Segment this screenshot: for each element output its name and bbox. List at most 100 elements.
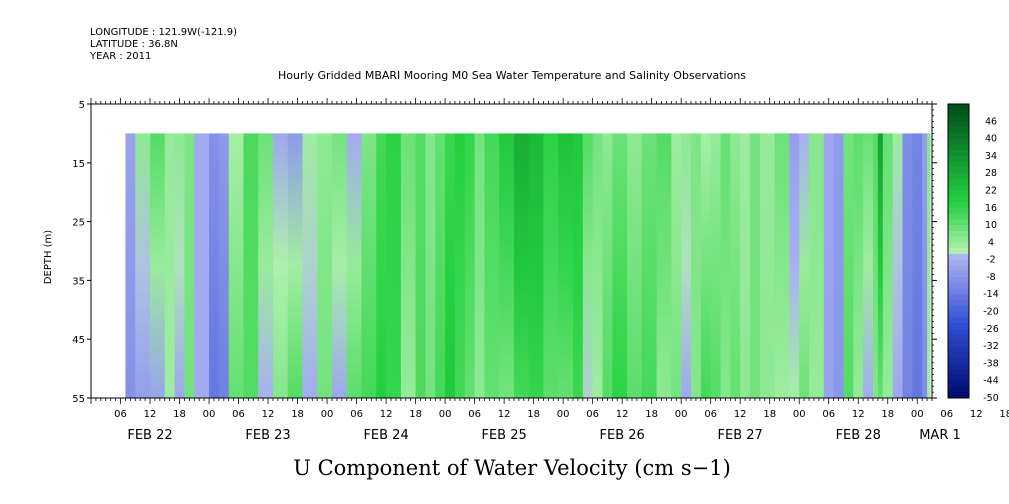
heatmap-cell bbox=[750, 133, 761, 398]
colorbar-label: 46 bbox=[985, 116, 997, 127]
heatmap-cell bbox=[435, 133, 446, 398]
colorbar-swatch bbox=[948, 127, 969, 134]
colorbar-swatch bbox=[948, 115, 969, 122]
heatmap-cell bbox=[700, 133, 712, 398]
x-hour-label: 00 bbox=[793, 409, 806, 420]
colorbar-label: -14 bbox=[983, 289, 999, 300]
heatmap-cell bbox=[877, 133, 884, 398]
colorbar-swatch bbox=[948, 230, 969, 237]
colorbar-swatch bbox=[948, 190, 969, 197]
colorbar-swatch bbox=[948, 138, 969, 145]
heatmap-cell bbox=[361, 133, 377, 398]
heatmap-cell bbox=[774, 133, 790, 398]
heatmap-cell bbox=[543, 133, 559, 398]
x-hour-label: 18 bbox=[173, 409, 186, 420]
colorbar-swatch bbox=[948, 196, 969, 203]
heatmap-cell bbox=[572, 133, 584, 398]
colorbar-swatch bbox=[948, 323, 969, 330]
longitude-label: LONGITUDE : 121.9W(-121.9) bbox=[90, 27, 237, 38]
x-hour-label: 18 bbox=[999, 409, 1009, 420]
y-axis-title: DEPTH (m) bbox=[43, 230, 54, 284]
heatmap-cell bbox=[853, 133, 864, 398]
heatmap-cell bbox=[641, 133, 658, 398]
colorbar-swatch bbox=[948, 167, 969, 174]
x-date-label: FEB 23 bbox=[245, 428, 290, 443]
heatmap-cell bbox=[425, 133, 436, 398]
colorbar-label: 4 bbox=[988, 237, 994, 248]
colorbar-label: -8 bbox=[986, 272, 995, 283]
colorbar-swatch bbox=[948, 369, 969, 376]
colorbar-swatch bbox=[948, 317, 969, 324]
heatmap-cell bbox=[710, 133, 722, 398]
x-hour-label: 06 bbox=[350, 409, 363, 420]
x-date-label: MAR 1 bbox=[919, 428, 961, 443]
heatmap-cell bbox=[902, 133, 913, 398]
colorbar-swatch bbox=[948, 351, 969, 359]
colorbar-swatch bbox=[948, 253, 969, 261]
x-axis: 06 12 18 00 06 12 18 00 06 12 18 00 06 12 18 00 06 12 18 00… bbox=[90, 98, 1009, 443]
x-hour-label: 00 bbox=[203, 409, 216, 420]
heatmap-cell bbox=[592, 133, 604, 398]
heatmap-cell bbox=[386, 133, 402, 398]
x-hour-label: 12 bbox=[498, 409, 511, 420]
heatmap-cell bbox=[258, 133, 274, 398]
y-tick-label: 5 bbox=[79, 100, 85, 111]
heatmap-cell bbox=[184, 133, 195, 398]
y-tick-label: 25 bbox=[72, 218, 85, 229]
heatmap-cell bbox=[612, 133, 628, 398]
heatmap-cell bbox=[287, 133, 304, 398]
x-hour-label: 18 bbox=[881, 409, 894, 420]
colorbar-swatch bbox=[948, 288, 969, 295]
heatmap-cell bbox=[809, 133, 825, 398]
colorbar-swatch bbox=[948, 374, 969, 382]
x-date-label: FEB 25 bbox=[481, 428, 526, 443]
y-tick-label: 15 bbox=[72, 159, 85, 170]
colorbar-label: -38 bbox=[983, 358, 999, 369]
colorbar-label: 34 bbox=[985, 151, 997, 162]
heatmap-cell bbox=[843, 133, 854, 398]
colorbar-swatch bbox=[948, 213, 969, 220]
colorbar-swatch bbox=[948, 173, 969, 180]
heatmap-cell bbox=[799, 133, 810, 398]
heatmap-cell bbox=[927, 133, 931, 398]
heatmap-cell bbox=[376, 133, 387, 398]
colorbar-swatch bbox=[948, 265, 969, 272]
heatmap-cell bbox=[892, 133, 904, 398]
x-hour-label: 18 bbox=[527, 409, 540, 420]
heatmap-cell bbox=[346, 133, 363, 398]
heatmap-cell bbox=[872, 133, 879, 398]
colorbar-swatch bbox=[948, 121, 969, 128]
colorbar-swatch bbox=[948, 219, 969, 226]
colorbar-swatch bbox=[948, 305, 969, 312]
x-hour-label: 18 bbox=[645, 409, 658, 420]
heatmap-cell bbox=[912, 133, 923, 398]
heatmap-cell bbox=[194, 133, 210, 398]
x-hour-label: 00 bbox=[675, 409, 688, 420]
colorbar-swatch bbox=[948, 161, 969, 168]
colorbar-swatch bbox=[948, 109, 969, 116]
colorbar-swatch bbox=[948, 202, 969, 209]
x-hour-label: 12 bbox=[970, 409, 983, 420]
y-tick-label: 45 bbox=[72, 335, 85, 346]
colorbar-swatch bbox=[948, 184, 969, 191]
colorbar-swatch bbox=[948, 178, 969, 186]
colorbar-swatch bbox=[948, 282, 969, 289]
latitude-label: LATITUDE : 36.8N bbox=[90, 39, 178, 50]
colorbar-label: 16 bbox=[985, 203, 997, 214]
heatmap-cell bbox=[833, 133, 845, 398]
colorbar-swatch bbox=[948, 328, 969, 335]
heatmap-cell bbox=[691, 133, 702, 398]
x-hour-label: 06 bbox=[114, 409, 127, 420]
colorbar-frame bbox=[947, 103, 970, 399]
heatmap-cell bbox=[135, 133, 151, 398]
heatmap-cell bbox=[882, 133, 894, 398]
heatmap-cell bbox=[445, 133, 456, 398]
heatmap-cell bbox=[331, 133, 348, 398]
heatmap-cell bbox=[125, 133, 136, 398]
heatmap-cell bbox=[602, 133, 613, 398]
heatmap-cell bbox=[863, 133, 874, 398]
heatmap-cell bbox=[243, 133, 259, 398]
x-hour-label: 06 bbox=[822, 409, 835, 420]
heatmap-cell bbox=[823, 133, 835, 398]
heatmap-cell bbox=[656, 133, 672, 398]
